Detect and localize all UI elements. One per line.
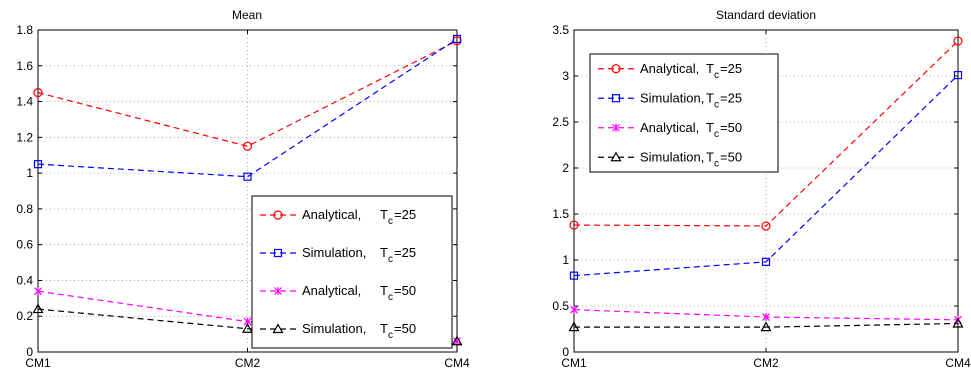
legend-tc-1-3: T [380, 283, 388, 298]
y-tick-label-1: 0.2 [16, 309, 33, 323]
y-tick-label-1: 1.6 [16, 59, 33, 73]
legend-label-1-2: Simulation, [302, 245, 366, 260]
legend-tc-val-2-1: =25 [720, 61, 742, 76]
legend-tc-val-1-1: =25 [394, 207, 416, 222]
legend-tc-1-4: T [380, 321, 388, 336]
legend-tc-1-2: T [380, 245, 388, 260]
legend-tc-2-3: T [706, 120, 714, 135]
legend-label-2-1: Analytical, [640, 61, 699, 76]
legend-tc-1-1: T [380, 207, 388, 222]
y-tick-label-2: 1 [562, 253, 569, 267]
legend-tc-sub-2-2: c [714, 99, 719, 110]
legend-label-1-3: Analytical, [302, 283, 361, 298]
y-tick-label-2: 2 [562, 161, 569, 175]
legend-tc-sub-1-3: c [388, 292, 393, 303]
legend-tc-sub-1-1: c [388, 216, 393, 227]
legend-tc-val-2-2: =25 [720, 90, 742, 105]
legend-tc-2-4: T [706, 149, 714, 164]
y-tick-label-2: 1.5 [552, 207, 569, 221]
chart-1: 0 0.2 0.4 0.6 0.8 1 1.2 1.4 1.6 1.8 CM1 CM2 CM4 Mean A… [16, 8, 470, 370]
legend-tc-sub-1-2: c [388, 254, 393, 265]
legend-tc-2-1: T [706, 61, 714, 76]
legend-tc-val-2-3: =50 [720, 120, 742, 135]
y-tick-label-2: 3 [562, 69, 569, 83]
legend-label-1-1: Analytical, [302, 207, 361, 222]
y-tick-label-2: 3.5 [552, 23, 569, 37]
chart-title-1: Mean [232, 8, 262, 22]
legend-tc-sub-2-1: c [714, 70, 719, 81]
legend-tc-val-1-2: =25 [394, 245, 416, 260]
legend-label-2-2: Simulation, [640, 90, 704, 105]
y-tick-label-1: 1.4 [16, 95, 33, 109]
x-tick-label-2: CM1 [561, 356, 587, 370]
legend-label-2-4: Simulation, [640, 149, 704, 164]
y-tick-label-1: 0.6 [16, 238, 33, 252]
y-tick-label-2: 0.5 [552, 299, 569, 313]
x-tick-label-1: CM1 [25, 356, 51, 370]
legend-tc-val-1-3: =50 [394, 283, 416, 298]
legend-label-2-3: Analytical, [640, 120, 699, 135]
chart-title-2: Standard deviation [716, 8, 816, 22]
x-tick-label-1: CM4 [444, 356, 470, 370]
legend-tc-val-2-4: =50 [720, 149, 742, 164]
legend-tc-sub-2-4: c [714, 158, 719, 169]
legend-tc-sub-1-4: c [388, 330, 393, 341]
y-tick-label-1: 1.2 [16, 130, 33, 144]
legend-label-1-4: Simulation, [302, 321, 366, 336]
legend-tc-sub-2-3: c [714, 129, 719, 140]
x-tick-label-1: CM2 [235, 356, 261, 370]
y-tick-label-2: 2.5 [552, 115, 569, 129]
y-tick-label-1: 1 [26, 166, 33, 180]
legend-tc-2-2: T [706, 90, 714, 105]
chart-2: 0 0.5 1 1.5 2 2.5 3 3.5 CM1 CM2 CM4 Standard deviat… [552, 8, 971, 370]
y-tick-label-1: 0.8 [16, 202, 33, 216]
legend-tc-val-1-4: =50 [394, 321, 416, 336]
x-tick-label-2: CM2 [753, 356, 779, 370]
y-tick-label-1: 0.4 [16, 273, 33, 287]
y-tick-label-1: 1.8 [16, 23, 33, 37]
x-tick-label-2: CM4 [945, 356, 971, 370]
